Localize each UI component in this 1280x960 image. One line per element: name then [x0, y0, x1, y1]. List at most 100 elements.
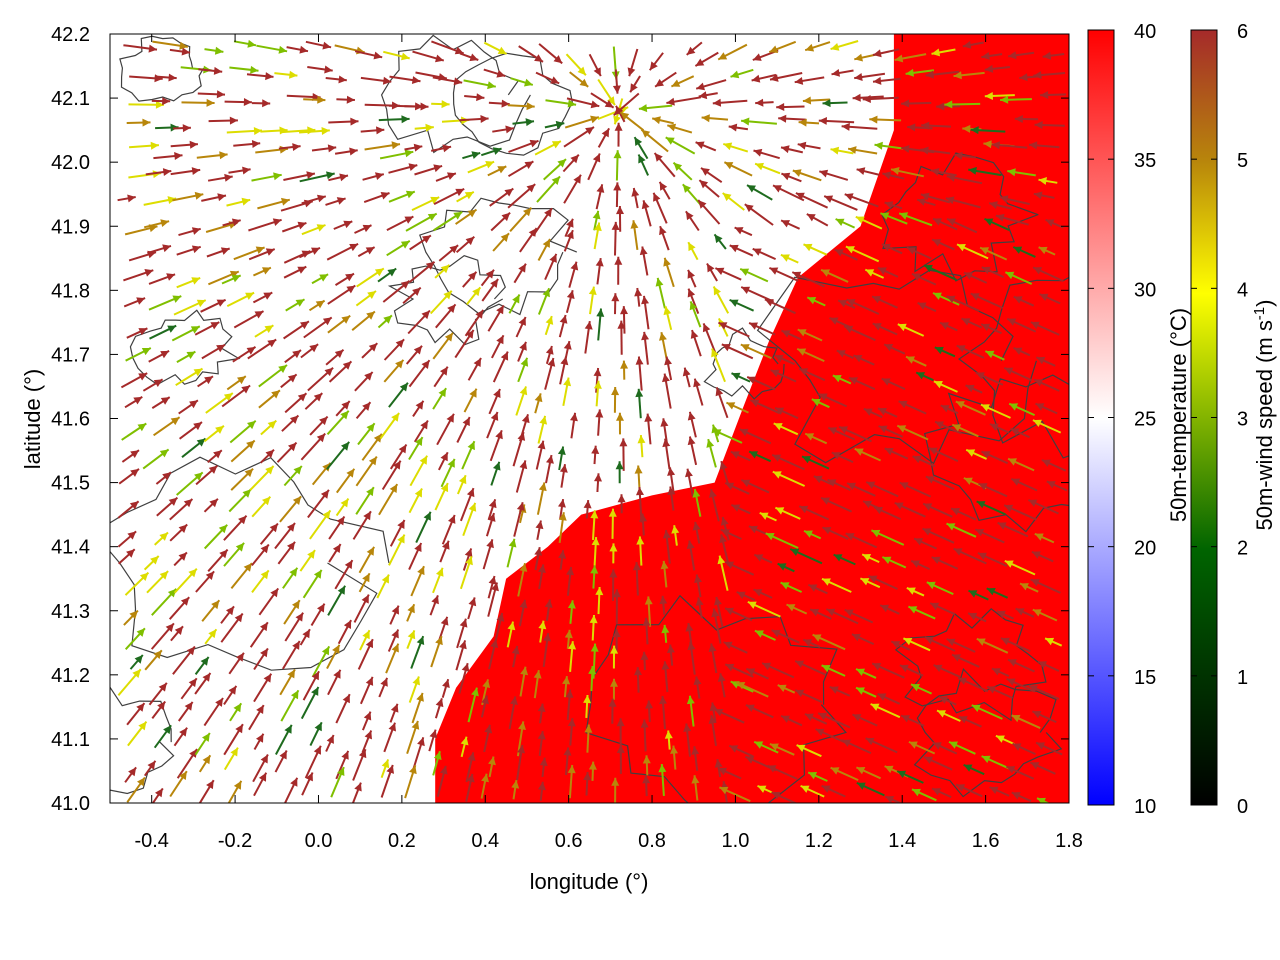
wind-arrow-head: [516, 502, 525, 511]
wind-arrow-head: [1004, 504, 1014, 513]
wind-arrow-head: [932, 239, 942, 247]
wind-arrow-head: [480, 115, 489, 123]
wind-arrow-head: [584, 724, 593, 733]
wind-arrow-head: [884, 344, 894, 352]
wind-arrow-head: [321, 646, 330, 656]
wind-arrow-head: [718, 767, 727, 776]
wind-arrow-head: [251, 140, 261, 148]
wind-arrow-head: [393, 460, 401, 470]
wind-arrow-head: [213, 66, 223, 75]
wind-arrow-head: [642, 775, 651, 784]
wind-arrow-head: [854, 448, 864, 456]
wind-arrow-head: [555, 120, 565, 129]
wind-arrow-head: [167, 588, 177, 598]
wind-arrow-head: [453, 211, 463, 220]
wind-arrow-head: [159, 571, 169, 580]
wind-arrow-head: [579, 78, 589, 87]
wind-arrow-head: [1014, 115, 1023, 123]
wind-arrow-head: [638, 154, 646, 164]
wind-arrow-head: [862, 554, 872, 562]
wind-arrow-head: [891, 641, 901, 649]
wind-arrow-head: [921, 121, 930, 130]
wind-arrow-head: [481, 695, 489, 705]
wind-arrow-head: [952, 654, 961, 662]
wind-arrow-head: [219, 549, 228, 559]
wind-arrow-head: [781, 220, 790, 228]
wind-arrow-head: [1013, 347, 1023, 355]
wind-arrow-head: [975, 372, 985, 380]
wind-arrow-head: [332, 544, 341, 553]
wind-arrow-head: [215, 698, 223, 707]
terrain-contour-line: [387, 255, 507, 346]
wind-arrow-head: [989, 786, 999, 794]
wind-arrow-head: [342, 694, 350, 704]
wind-arrow-head: [957, 244, 966, 252]
wind-arrow-head: [472, 287, 481, 297]
wind-arrow-head: [663, 306, 672, 316]
wind-arrow-head: [596, 184, 605, 193]
wind-arrow-head: [1038, 177, 1047, 185]
wind-arrow-head: [265, 248, 275, 256]
wind-arrow-head: [1000, 95, 1009, 104]
wind-arrow-head: [235, 724, 243, 734]
wind-arrow-head: [524, 161, 534, 169]
wind-arrow-head: [856, 668, 865, 676]
wind-arrow-head: [655, 78, 664, 87]
wind-arrow-head: [538, 781, 546, 791]
wind-arrow-head: [884, 201, 894, 209]
wind-arrow-head: [425, 123, 434, 132]
wind-arrow-head: [1007, 318, 1017, 326]
wind-arrow-head: [627, 67, 636, 77]
wind-arrow-head: [172, 295, 182, 303]
wind-arrow-head: [320, 489, 329, 499]
wind-arrow-head: [354, 782, 362, 792]
wind-arrow-head: [795, 660, 805, 668]
wind-arrow-head: [981, 755, 991, 763]
wind-arrow-head: [382, 76, 392, 85]
wind-arrow-head: [955, 401, 965, 409]
wind-arrow-head: [805, 43, 815, 52]
wind-arrow-head: [619, 438, 628, 447]
wind-arrow-head: [1011, 714, 1021, 723]
wind-arrow-head: [508, 538, 517, 548]
x-tick-label: 1.2: [805, 830, 833, 852]
wind-arrow-head: [968, 590, 978, 598]
wind-arrow-head: [591, 537, 600, 546]
wind-arrow-head: [292, 641, 300, 650]
wind-arrow-head: [228, 685, 237, 695]
wind-arrow-head: [731, 372, 741, 381]
wind-arrow-head: [346, 468, 355, 478]
wind-arrow-head: [775, 507, 785, 515]
wind-arrow-head: [525, 118, 534, 127]
terrain-contour-line: [894, 608, 1047, 722]
wind-arrow-head: [170, 417, 180, 426]
wind-arrow-head: [134, 655, 143, 664]
wind-arrow-head: [997, 522, 1007, 530]
wind-arrow-head: [1019, 73, 1028, 82]
wind-arrow-head: [467, 209, 477, 218]
wind-arrow-head: [471, 687, 479, 697]
x-tick-label: 0.2: [388, 830, 416, 852]
wind-arrow-head: [695, 58, 705, 66]
wind-arrow-head: [776, 103, 785, 111]
wind-arrow-head: [797, 141, 807, 150]
wind-arrow-head: [375, 172, 384, 180]
wind-arrow-head: [620, 112, 630, 121]
wind-arrow-head: [987, 686, 997, 694]
wind-arrow-head: [519, 563, 528, 572]
wind-arrow-head: [263, 673, 272, 683]
wind-arrow-head: [822, 578, 831, 586]
wind-arrow-head: [208, 465, 218, 474]
wind-arrow-head: [818, 712, 828, 721]
wind-arrow-head: [667, 123, 677, 132]
wind-arrow-head: [640, 651, 649, 660]
wind-arrow-head: [856, 687, 865, 695]
wind-arrow-head: [1020, 583, 1029, 591]
wind-arrow-head: [730, 451, 740, 459]
wind-arrow-head: [442, 144, 452, 153]
wind-arrow-head: [440, 452, 448, 462]
wind-arrow-head: [641, 129, 651, 138]
wind-arrow-head: [435, 698, 444, 708]
wind-arrow-head: [718, 52, 728, 60]
wind-arrow-head: [297, 221, 307, 230]
